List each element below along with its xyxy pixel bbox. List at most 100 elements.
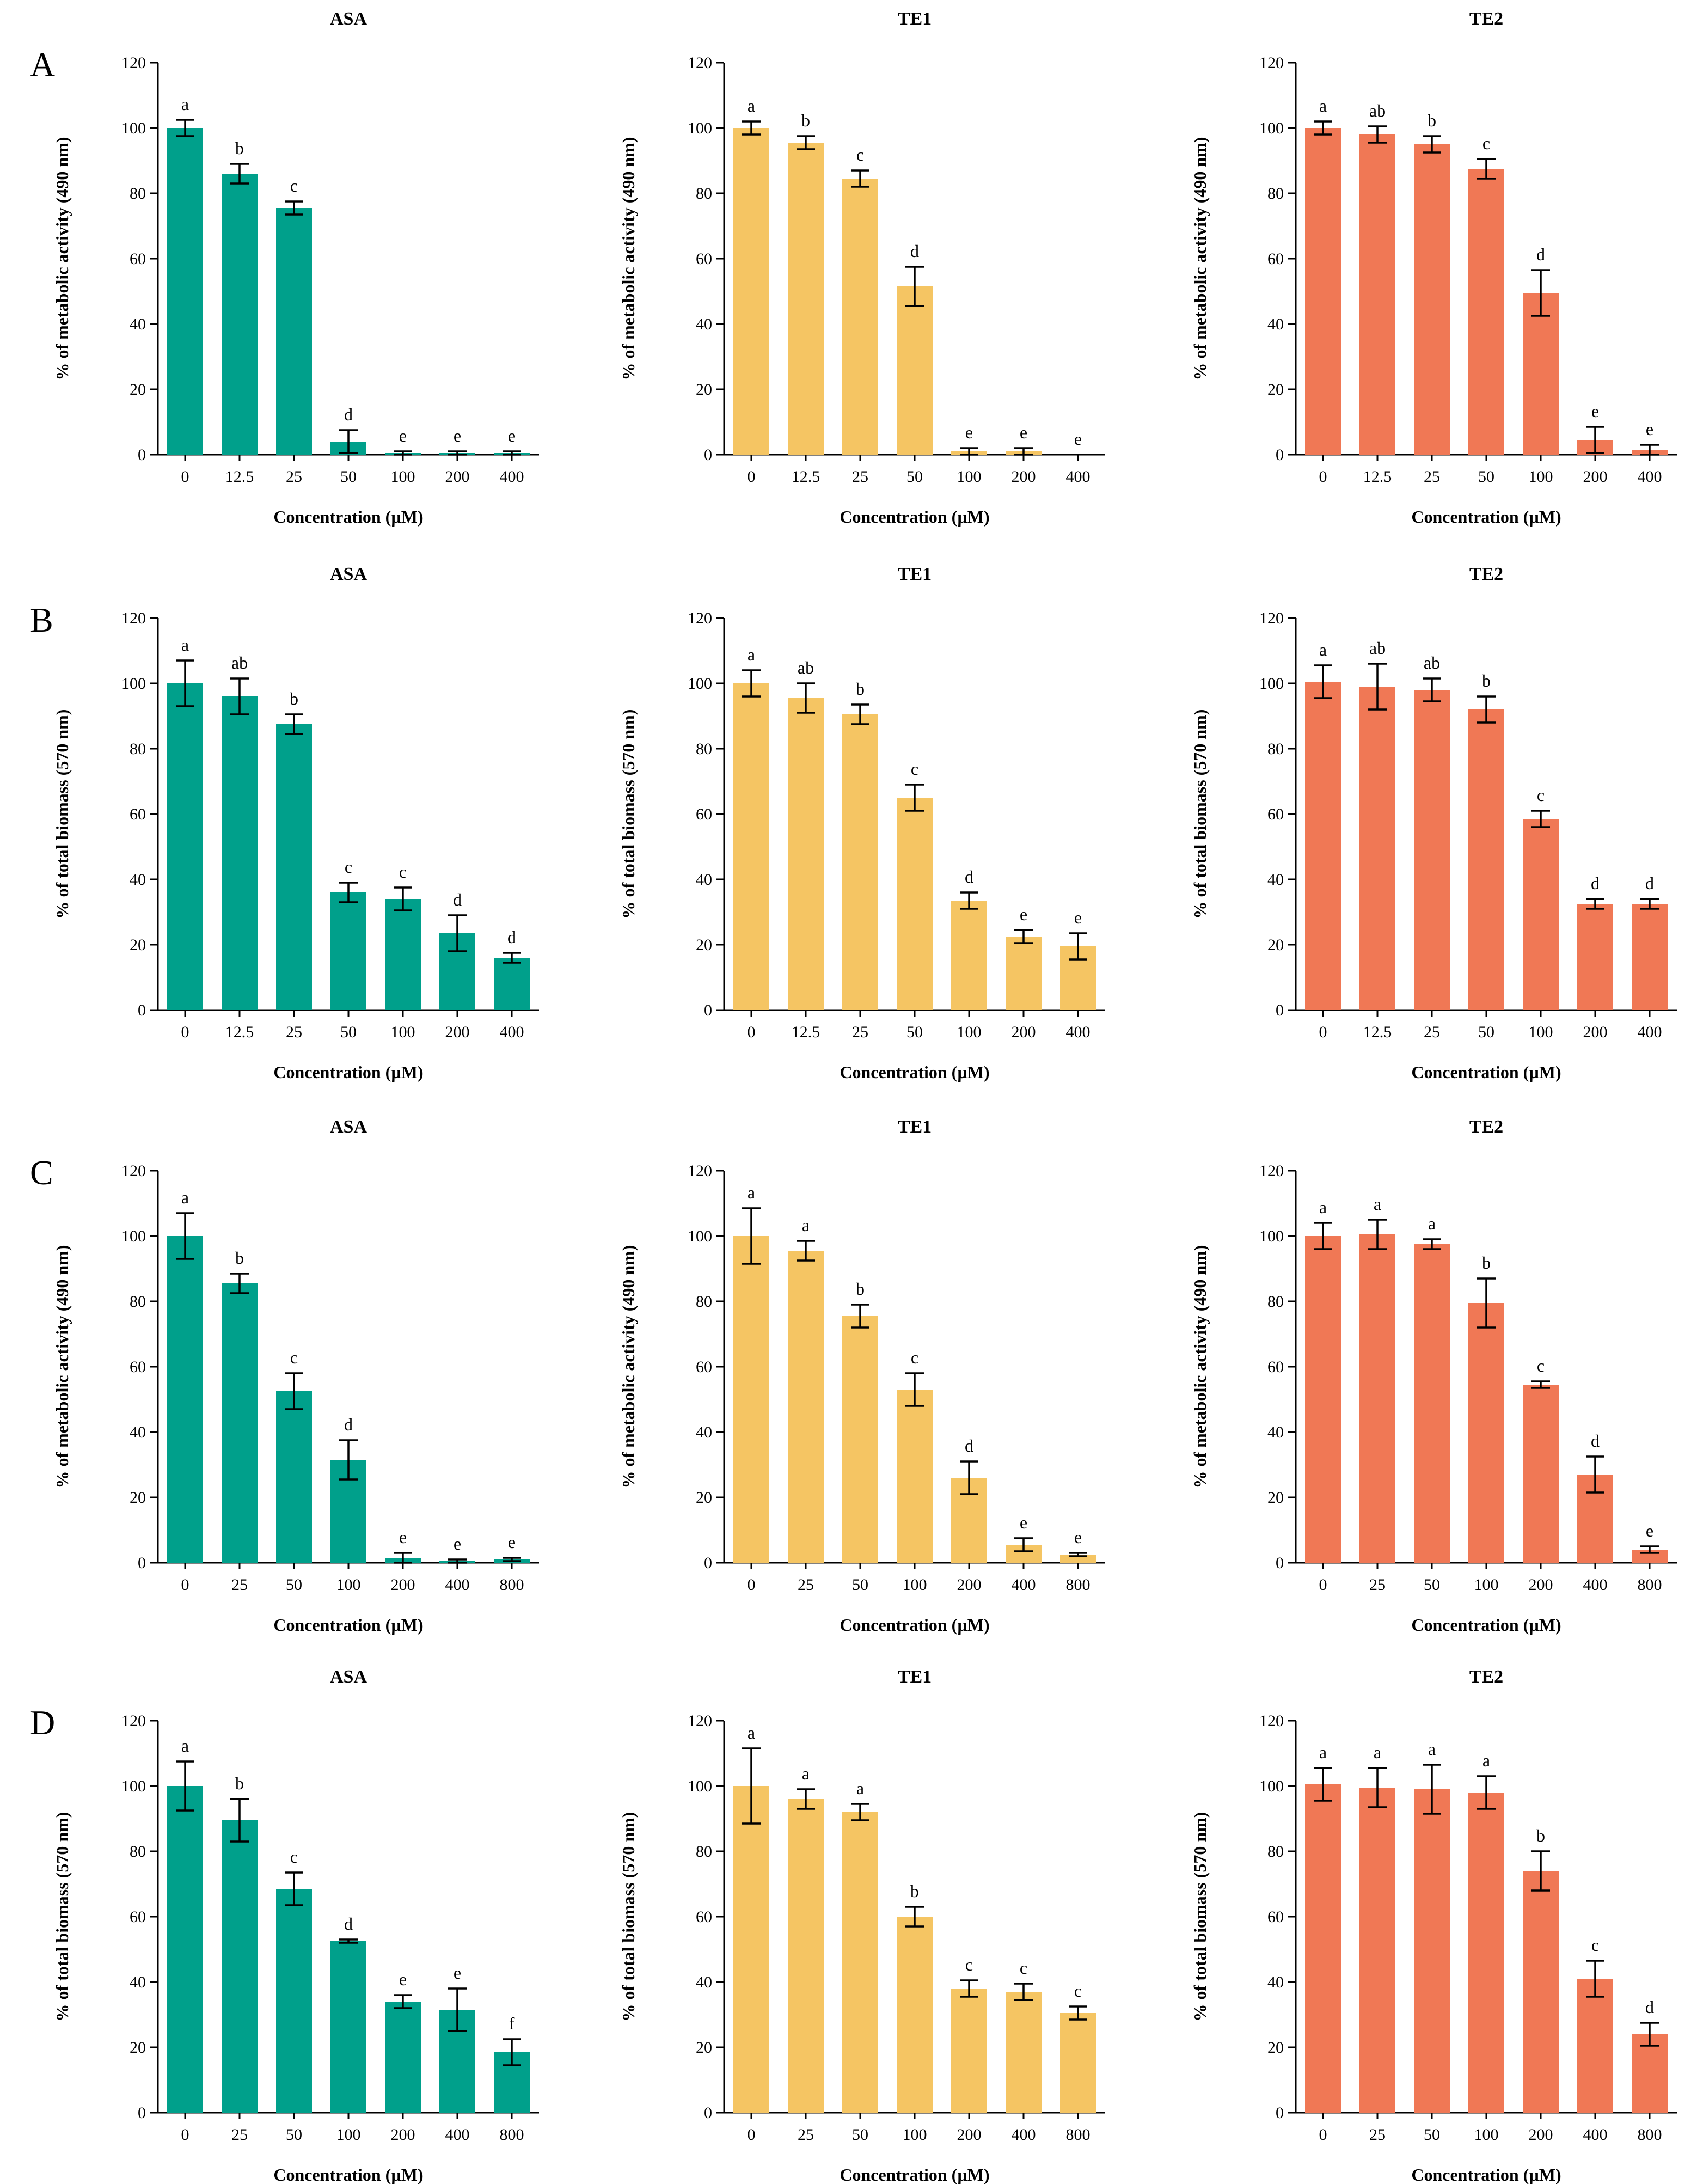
bar	[330, 892, 366, 1010]
y-tick-label: 120	[688, 1712, 712, 1730]
y-tick-label: 80	[1267, 1843, 1284, 1861]
y-tick-label: 100	[1259, 675, 1284, 693]
y-tick-label: 120	[1259, 54, 1284, 72]
significance-label: e	[1646, 1521, 1653, 1540]
y-tick-label: 0	[1276, 2104, 1284, 2122]
significance-label: b	[1482, 671, 1491, 690]
significance-label: c	[911, 1348, 918, 1367]
significance-label: e	[508, 1532, 516, 1552]
significance-label: c	[290, 1847, 298, 1867]
y-tick-label: 120	[1259, 1712, 1284, 1730]
significance-label: a	[802, 1764, 810, 1783]
panel-title: ASA	[330, 1117, 367, 1137]
x-tick-label: 12.5	[225, 468, 254, 486]
y-tick-label: 80	[1267, 740, 1284, 758]
significance-label: ab	[1369, 638, 1386, 658]
panel-c-te1: TE1 % of metabolic activity (490 nm) Conce…	[618, 1117, 1105, 1635]
x-tick-label: 400	[1012, 2126, 1036, 2144]
x-tick-label: 0	[181, 1023, 189, 1041]
bar	[842, 1812, 878, 2113]
figure-row-c: C ASA % of metabolic activity (490 nm) Conc…	[30, 1117, 1677, 1635]
significance-label: e	[508, 426, 516, 445]
y-tick-label: 100	[1259, 1777, 1284, 1795]
y-tick-label: 20	[1267, 936, 1284, 954]
bar	[1359, 1788, 1395, 2113]
y-tick-label: 20	[130, 936, 146, 954]
y-tick-label: 40	[696, 315, 712, 333]
x-tick-label: 100	[1474, 1576, 1499, 1594]
y-tick-label: 120	[688, 1162, 712, 1180]
significance-label: d	[1536, 244, 1545, 264]
x-tick-label: 400	[1638, 1023, 1662, 1041]
y-tick-label: 80	[130, 185, 146, 203]
x-tick-label: 200	[1583, 1023, 1608, 1041]
y-tick-label: 80	[1267, 185, 1284, 203]
significance-label: c	[290, 176, 298, 195]
bar	[1468, 169, 1504, 455]
significance-label: b	[856, 679, 865, 699]
y-tick-label: 60	[130, 805, 146, 823]
x-tick-label: 25	[1424, 468, 1440, 486]
y-tick-label: 80	[696, 1293, 712, 1311]
y-tick-label: 20	[130, 381, 146, 399]
x-tick-label: 200	[391, 1576, 415, 1594]
significance-label: a	[748, 96, 755, 115]
row-letter: C	[30, 1153, 53, 1192]
y-tick-label: 20	[130, 2039, 146, 2057]
y-tick-label: 120	[688, 54, 712, 72]
x-tick-label: 400	[1638, 468, 1662, 486]
significance-label: e	[1074, 908, 1082, 927]
significance-label: c	[856, 145, 864, 164]
y-tick-label: 40	[696, 1973, 712, 1991]
panel-title: TE1	[898, 1667, 932, 1687]
x-tick-label: 50	[852, 2126, 868, 2144]
y-tick-label: 60	[130, 1908, 146, 1926]
y-tick-label: 120	[121, 1712, 146, 1730]
y-tick-label: 20	[1267, 2039, 1284, 2057]
significance-label: e	[1591, 401, 1599, 421]
bar	[1577, 1979, 1613, 2113]
x-tick-label: 0	[748, 2126, 756, 2144]
y-tick-label: 100	[1259, 119, 1284, 137]
bar	[1305, 128, 1341, 455]
panel-title: ASA	[330, 1667, 367, 1687]
significance-label: a	[802, 1215, 810, 1235]
y-axis-label: % of total biomass (570 nm)	[618, 709, 638, 919]
x-axis-label: Concentration (µM)	[273, 1615, 423, 1635]
panel-title: TE2	[1469, 1667, 1503, 1687]
significance-label: e	[1074, 429, 1082, 449]
y-tick-label: 20	[696, 936, 712, 954]
bar	[276, 1391, 312, 1563]
x-tick-label: 100	[391, 468, 415, 486]
significance-label: e	[1020, 904, 1027, 924]
significance-label: a	[181, 635, 189, 654]
x-tick-label: 400	[1012, 1576, 1036, 1594]
y-tick-label: 20	[696, 381, 712, 399]
significance-label: e	[454, 426, 461, 445]
x-tick-label: 200	[1012, 468, 1036, 486]
y-tick-label: 40	[130, 1423, 146, 1441]
panel-title: ASA	[330, 9, 367, 29]
y-tick-label: 40	[1267, 1973, 1284, 1991]
x-axis-label: Concentration (µM)	[1411, 2165, 1561, 2184]
significance-label: b	[801, 111, 810, 130]
x-tick-label: 800	[500, 1576, 524, 1594]
significance-label: d	[965, 1436, 973, 1455]
significance-label: e	[399, 426, 407, 445]
y-tick-label: 60	[696, 1908, 712, 1926]
y-tick-label: 60	[696, 1358, 712, 1376]
x-tick-label: 25	[231, 2126, 248, 2144]
significance-label: a	[748, 1723, 755, 1742]
y-tick-label: 20	[696, 2039, 712, 2057]
bar	[1523, 293, 1559, 455]
bar	[222, 174, 258, 455]
x-axis-label: Concentration (µM)	[840, 507, 989, 527]
y-tick-label: 0	[704, 2104, 712, 2122]
bar	[167, 1236, 203, 1563]
x-tick-label: 100	[957, 468, 982, 486]
panel-b-te2: TE2 % of total biomass (570 nm) Concentrat…	[1190, 564, 1677, 1082]
x-tick-label: 25	[231, 1576, 248, 1594]
y-tick-label: 120	[121, 54, 146, 72]
x-tick-label: 100	[1529, 468, 1553, 486]
significance-label: a	[1428, 1214, 1436, 1233]
